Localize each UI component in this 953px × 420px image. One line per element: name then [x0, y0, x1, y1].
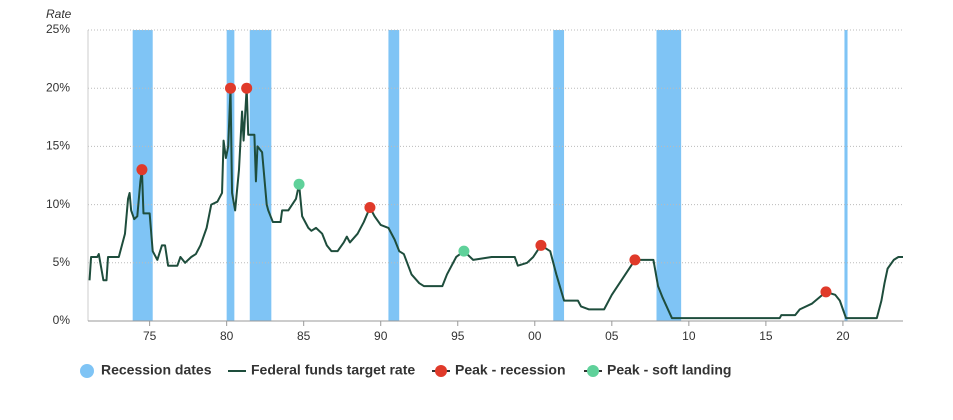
peak-marker — [535, 239, 547, 251]
recession-band — [249, 30, 272, 321]
x-tick-label: 00 — [528, 329, 542, 343]
legend-swatch — [435, 365, 447, 377]
x-tick-label: 90 — [374, 329, 388, 343]
rate-line — [88, 87, 903, 320]
peak-marker — [458, 245, 470, 257]
y-tick-label: 25% — [46, 22, 70, 36]
legend-label: Peak - recession — [455, 362, 566, 378]
legend-label: Recession dates — [101, 362, 212, 378]
legend-label: Peak - soft landing — [607, 362, 731, 378]
x-tick-label: 15 — [759, 329, 773, 343]
recession-band — [553, 30, 565, 321]
peak-marker — [293, 178, 305, 190]
recession-band — [226, 30, 235, 321]
y-tick-label: 15% — [46, 139, 70, 153]
peak-marker — [136, 164, 148, 176]
peak-marker — [225, 82, 237, 94]
y-tick-label: 5% — [53, 255, 71, 269]
x-tick-label: 10 — [682, 329, 696, 343]
recession-band — [388, 30, 400, 321]
x-tick-label: 95 — [451, 329, 465, 343]
recession-band — [844, 30, 848, 321]
legend-swatch — [80, 364, 94, 378]
peak-marker — [629, 254, 641, 266]
peak-marker — [820, 286, 832, 298]
x-tick-label: 05 — [605, 329, 619, 343]
x-tick-label: 75 — [143, 329, 157, 343]
x-tick-label: 20 — [836, 329, 850, 343]
x-tick-label: 80 — [220, 329, 234, 343]
peak-marker — [364, 202, 376, 214]
recession-band — [656, 30, 682, 321]
y-tick-label: 0% — [53, 313, 71, 327]
y-axis-label: Rate — [46, 7, 72, 21]
legend-swatch — [587, 365, 599, 377]
legend-label: Federal funds target rate — [251, 362, 415, 378]
peak-marker — [241, 82, 253, 94]
x-tick-label: 85 — [297, 329, 311, 343]
y-tick-label: 10% — [46, 197, 70, 211]
y-tick-label: 20% — [46, 80, 70, 94]
